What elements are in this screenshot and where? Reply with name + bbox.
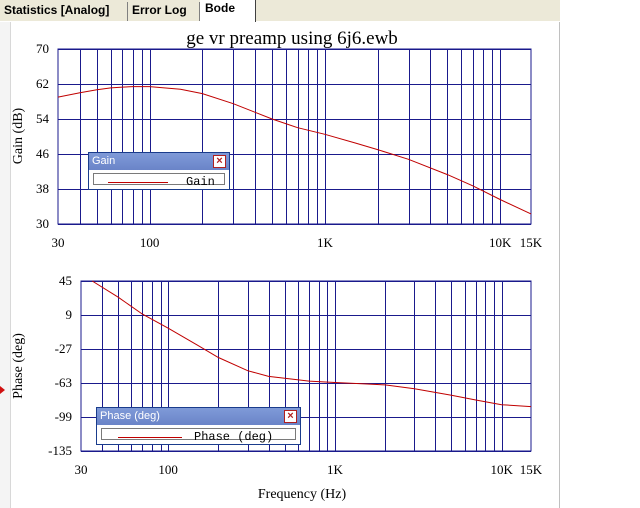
phase-plot-frame xyxy=(80,280,532,452)
frequency-x-axis-label: Frequency (Hz) xyxy=(258,487,347,502)
gain-grid xyxy=(58,49,531,225)
gain-legend-label: Gain xyxy=(186,175,215,189)
tab-error-log[interactable]: Error Log xyxy=(128,2,200,21)
gain-curve xyxy=(57,86,532,215)
y-tick-label: 45 xyxy=(59,273,72,288)
y-tick-label: 38 xyxy=(36,181,49,196)
close-icon[interactable]: × xyxy=(284,410,297,423)
x-tick-label: 100 xyxy=(140,235,160,250)
y-tick-label: 54 xyxy=(36,111,50,126)
y-tick-label: -99 xyxy=(55,409,72,424)
y-tick-label: 30 xyxy=(36,216,49,231)
phase-legend-titlebar[interactable]: Phase (deg) × xyxy=(97,408,300,425)
phase-legend[interactable]: Phase (deg) × Phase (deg) xyxy=(96,407,301,445)
x-tick-label: 10K xyxy=(490,462,513,477)
x-tick-label: 1K xyxy=(327,462,344,477)
x-tick-label: 1K xyxy=(317,235,334,250)
gain-legend-entry: Gain xyxy=(93,173,225,189)
tab-statistics-analog[interactable]: Statistics [Analog] xyxy=(0,2,128,21)
gain-legend-swatch xyxy=(108,182,168,183)
gain-legend-title: Gain xyxy=(92,155,116,167)
x-tick-label: 15K xyxy=(520,235,543,250)
x-tick-label: 100 xyxy=(158,462,178,477)
y-tick-label: 62 xyxy=(36,76,49,91)
tab-bar: Statistics [Analog] Error Log Bode xyxy=(0,0,560,22)
close-icon[interactable]: × xyxy=(213,155,226,168)
y-tick-label: 46 xyxy=(36,146,50,161)
x-tick-label: 10K xyxy=(489,235,512,250)
y-tick-label: -63 xyxy=(55,375,72,390)
panel-left-edge xyxy=(0,22,11,508)
tab-bar-divider xyxy=(0,21,560,22)
phase-legend-title: Phase (deg) xyxy=(100,410,160,422)
splitter-marker-icon xyxy=(0,386,5,394)
phase-legend-entry: Phase (deg) xyxy=(101,428,296,444)
y-tick-label: 70 xyxy=(36,41,49,56)
chart-title: ge vr preamp using 6j6.ewb xyxy=(186,28,398,49)
gain-legend[interactable]: Gain × Gain xyxy=(88,152,230,190)
y-tick-label: -135 xyxy=(48,443,72,458)
gain-legend-titlebar[interactable]: Gain × xyxy=(89,153,229,170)
x-tick-label: 30 xyxy=(75,462,88,477)
y-tick-label: -27 xyxy=(55,341,73,356)
phase-legend-swatch xyxy=(118,437,182,438)
phase-curve xyxy=(91,280,532,408)
gain-plot-frame xyxy=(57,48,532,225)
phase-legend-label: Phase (deg) xyxy=(194,430,274,444)
tab-bode[interactable]: Bode xyxy=(200,0,256,22)
y-tick-label: 9 xyxy=(66,307,73,322)
gain-y-axis-label: Gain (dB) xyxy=(11,107,26,164)
phase-y-axis-label: Phase (deg) xyxy=(11,333,26,399)
x-tick-label: 30 xyxy=(52,235,65,250)
x-tick-label: 15K xyxy=(520,462,543,477)
